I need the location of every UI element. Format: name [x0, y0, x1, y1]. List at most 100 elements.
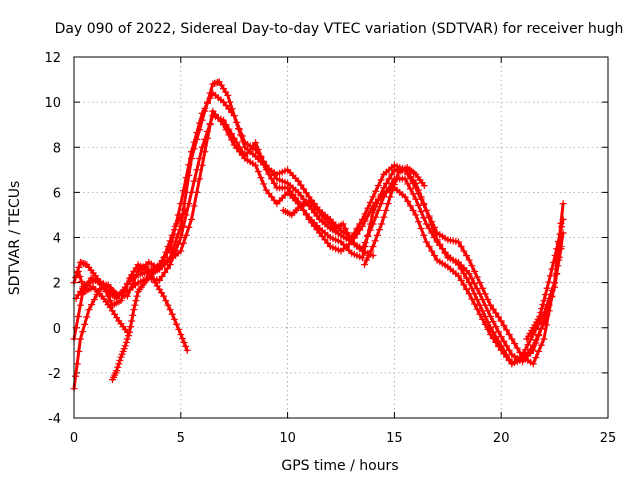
data-point-marker	[479, 315, 487, 323]
data-point-marker	[409, 206, 417, 214]
data-point-marker	[532, 354, 540, 362]
data-point-marker	[158, 259, 166, 267]
data-point-marker	[481, 320, 489, 328]
data-point-marker	[193, 129, 201, 137]
data-point-marker	[366, 220, 374, 228]
data-point-marker	[190, 202, 198, 210]
series-track-10	[523, 215, 567, 343]
x-tick-label: 0	[70, 431, 78, 446]
data-point-marker	[457, 243, 465, 251]
data-point-marker	[372, 202, 380, 210]
x-axis-label: GPS time / hours	[281, 458, 398, 474]
data-point-marker	[548, 265, 556, 273]
data-point-marker	[465, 279, 473, 287]
data-point-marker	[545, 294, 553, 302]
data-point-marker	[173, 320, 181, 328]
data-point-marker	[539, 301, 547, 309]
data-point-marker	[476, 279, 484, 287]
data-point-marker	[481, 301, 489, 309]
data-point-marker	[206, 121, 214, 129]
data-point-marker	[422, 220, 430, 228]
data-point-marker	[558, 223, 566, 231]
series-track-7	[279, 197, 377, 260]
data-point-marker	[497, 317, 505, 325]
data-point-marker	[226, 98, 234, 106]
data-point-marker	[123, 292, 131, 300]
data-point-marker	[465, 256, 473, 264]
y-axis-label: SDTVAR / TECUs	[7, 181, 23, 296]
data-point-marker	[162, 248, 170, 256]
data-point-marker	[131, 274, 139, 282]
series-track-8	[74, 267, 131, 336]
data-point-marker	[489, 318, 497, 326]
data-point-marker	[454, 272, 462, 280]
data-point-marker	[369, 209, 377, 217]
data-point-marker	[113, 367, 121, 375]
data-point-marker	[300, 185, 308, 193]
data-point-marker	[536, 312, 544, 320]
data-point-marker	[553, 245, 561, 253]
data-point-marker	[220, 121, 228, 129]
data-point-marker	[412, 179, 420, 187]
data-point-marker	[79, 328, 87, 336]
data-point-marker	[236, 125, 244, 133]
data-point-marker	[254, 168, 262, 176]
data-point-marker	[166, 237, 174, 245]
data-point-marker	[195, 175, 203, 183]
data-point-marker	[179, 187, 187, 195]
y-tick-label: -2	[48, 367, 61, 382]
data-point-marker	[471, 280, 478, 288]
data-point-marker	[436, 240, 444, 248]
data-point-marker	[270, 179, 278, 187]
data-point-marker	[178, 334, 186, 342]
data-point-marker	[487, 331, 495, 339]
data-point-marker	[500, 337, 508, 345]
chart-title: Day 090 of 2022, Sidereal Day-to-day VTE…	[55, 21, 624, 37]
data-point-marker	[201, 148, 209, 156]
data-point-marker	[294, 177, 302, 185]
data-point-marker	[190, 138, 198, 146]
data-point-marker	[537, 341, 545, 349]
data-point-marker	[545, 278, 553, 286]
data-point-marker	[365, 252, 373, 260]
y-tick-label: 12	[44, 51, 61, 66]
data-point-marker	[185, 161, 193, 169]
data-point-marker	[198, 161, 206, 169]
data-point-marker	[143, 263, 151, 271]
data-layer	[70, 78, 567, 393]
data-point-marker	[476, 310, 484, 318]
data-point-marker	[182, 174, 190, 182]
data-point-marker	[484, 325, 492, 333]
data-point-marker	[74, 312, 82, 320]
data-point-marker	[489, 305, 497, 313]
data-point-marker	[543, 284, 551, 292]
data-point-marker	[438, 245, 446, 253]
data-point-marker	[126, 286, 134, 294]
data-point-marker	[297, 181, 305, 189]
data-point-marker	[377, 176, 385, 184]
data-point-marker	[468, 262, 476, 270]
data-point-marker	[145, 267, 153, 275]
data-point-marker	[161, 268, 169, 276]
y-tick-label: 6	[53, 186, 61, 201]
data-point-marker	[460, 247, 468, 255]
data-point-marker	[364, 231, 372, 239]
data-point-marker	[339, 220, 347, 228]
data-point-marker	[521, 346, 529, 354]
data-point-marker	[420, 182, 428, 190]
data-point-marker	[554, 262, 562, 270]
data-point-marker	[121, 342, 129, 350]
data-point-marker	[358, 222, 366, 230]
data-point-marker	[158, 272, 166, 280]
data-point-marker	[532, 339, 540, 347]
data-point-marker	[128, 317, 136, 325]
data-point-marker	[377, 190, 385, 198]
data-point-marker	[471, 300, 478, 308]
data-point-marker	[73, 360, 81, 368]
data-point-marker	[473, 305, 481, 313]
data-point-marker	[204, 99, 211, 107]
data-point-marker	[543, 302, 551, 310]
data-point-marker	[548, 287, 556, 295]
data-point-marker	[425, 243, 433, 251]
